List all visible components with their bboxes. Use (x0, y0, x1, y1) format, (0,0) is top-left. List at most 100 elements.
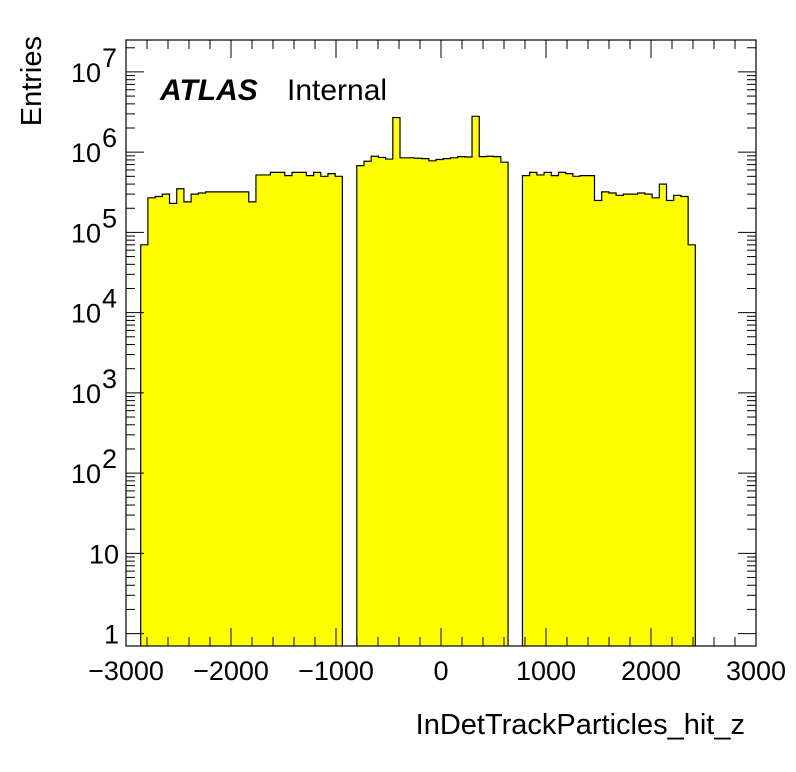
histogram-bin (522, 175, 531, 646)
x-tick-label: 0 (433, 656, 448, 686)
histogram-bin (392, 117, 401, 647)
histogram-bin (601, 191, 610, 646)
y-tick-label-exponent: 7 (102, 43, 117, 73)
y-tick-label-base: 10 (71, 218, 101, 248)
histogram-bin (493, 156, 502, 646)
histogram-bin (263, 174, 271, 646)
y-tick-label-exponent: 2 (102, 444, 117, 474)
histogram-bin (378, 157, 386, 647)
histogram-bin (450, 157, 459, 646)
histogram-bin (385, 159, 394, 646)
histogram-bin (335, 176, 343, 646)
y-axis-title: Entries (16, 36, 48, 126)
x-tick-label: −2000 (193, 656, 269, 686)
y-tick-label-base: 10 (71, 459, 101, 489)
histogram-bin (155, 196, 163, 646)
histogram-bin (299, 172, 307, 646)
y-tick-label-base: 10 (71, 138, 101, 168)
histogram-bin (594, 200, 603, 646)
histogram-bin (637, 192, 646, 646)
histogram-bin (688, 244, 696, 646)
y-tick-label-exponent: 4 (102, 284, 117, 314)
histogram-bin (436, 159, 444, 646)
histogram-bin (551, 175, 559, 646)
histogram-bin (644, 194, 653, 646)
x-tick-label: 2000 (621, 656, 681, 686)
histogram-bin (565, 173, 574, 646)
histogram-bin (428, 160, 437, 646)
y-tick-label: 1 (104, 620, 119, 650)
histogram-bin (572, 176, 581, 646)
histogram-bin (608, 192, 617, 646)
y-tick-label: 10 (89, 539, 119, 569)
histogram-bin (652, 197, 660, 647)
x-tick-label: −3000 (88, 656, 164, 686)
histogram-outline-path (140, 115, 696, 646)
histogram-bars (140, 116, 696, 647)
histogram-bin (407, 157, 415, 646)
histogram-bin (205, 191, 214, 646)
histogram-bin (558, 172, 567, 646)
histogram-bin (479, 156, 487, 646)
histogram-bin (313, 172, 322, 646)
histogram-bin (529, 172, 538, 646)
histogram-bin (472, 116, 480, 647)
histogram-bin (255, 174, 264, 646)
histogram-bin (486, 156, 495, 646)
histogram-bin (162, 194, 170, 646)
histogram-bin (363, 161, 372, 646)
histogram-bin (227, 191, 235, 646)
histogram-bin (191, 194, 199, 646)
y-tick-label-base: 10 (71, 379, 101, 409)
histogram-bin (291, 172, 300, 646)
histogram-bin (176, 188, 185, 647)
y-tick-label-exponent: 5 (102, 203, 117, 233)
y-tick-label-base: 10 (71, 299, 101, 329)
histogram-bin (284, 175, 293, 646)
histogram-bin (212, 191, 221, 646)
histogram-bin (587, 175, 595, 646)
histogram-bin (457, 156, 466, 646)
histogram-bin (198, 192, 206, 646)
histogram-bin (270, 172, 278, 646)
histogram-bin (400, 157, 408, 646)
histogram-bin (414, 158, 423, 647)
histogram-bin (234, 191, 242, 646)
histogram-bin (616, 195, 624, 647)
x-tick-label: 1000 (516, 656, 576, 686)
y-tick-label-exponent: 6 (102, 123, 117, 153)
histogram-bin (536, 174, 545, 646)
atlas-label: ATLAS (159, 74, 258, 107)
histogram-bin (680, 196, 689, 646)
histogram-bin (169, 203, 178, 646)
histogram-bin (219, 191, 228, 646)
histogram-bin (140, 244, 149, 646)
histogram-bin (248, 201, 257, 646)
y-tick-label-exponent: 3 (102, 364, 117, 394)
histogram-bin (327, 173, 336, 646)
histogram-bin (580, 175, 588, 646)
histogram-bin (306, 175, 314, 646)
histogram-bin (421, 158, 430, 646)
x-axis-title: InDetTrackParticles_hit_z (416, 709, 745, 741)
histogram-outline (140, 115, 696, 646)
x-tick-label: −1000 (298, 656, 374, 686)
histogram-bin (623, 194, 631, 646)
histogram-bin (147, 197, 156, 647)
histogram-bin (443, 158, 451, 646)
histogram-bin (371, 156, 379, 646)
histogram-bin (183, 201, 192, 646)
histogram-bin (500, 162, 509, 646)
histogram-bin (464, 157, 473, 646)
histogram-bin (356, 165, 365, 646)
histogram-bin (666, 200, 675, 646)
x-axis: −3000 −2000 −1000 0 1000 2000 3000 (88, 40, 786, 686)
histogram-bin (659, 184, 667, 646)
internal-label: Internal (287, 74, 387, 107)
x-tick-label: 3000 (726, 656, 786, 686)
histogram-bin (277, 172, 286, 646)
histogram-bin (544, 172, 552, 646)
